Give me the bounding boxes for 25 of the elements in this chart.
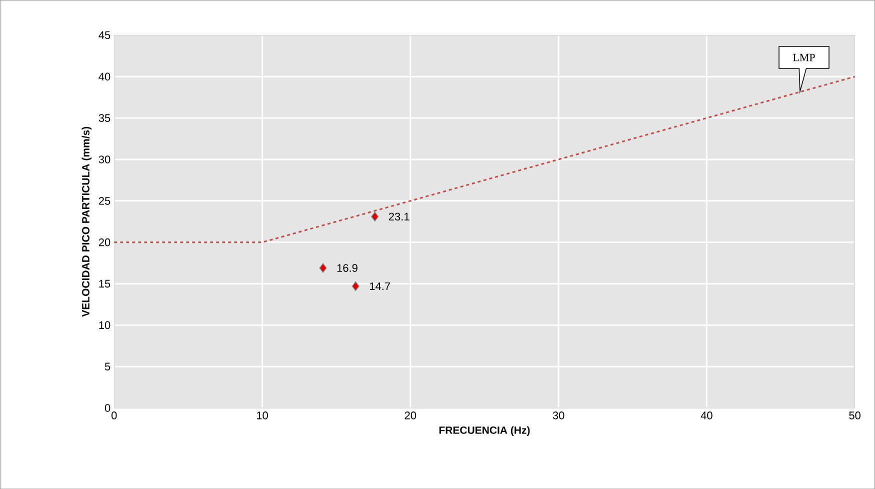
point xyxy=(352,281,360,292)
y-tick-label: 25 xyxy=(98,196,110,205)
y-tick-label: 40 xyxy=(98,72,110,80)
y-tick-label: 20 xyxy=(98,238,110,246)
y-tick-label: 15 xyxy=(99,280,110,288)
y-tick-label: 5 xyxy=(104,362,110,370)
data-label: 14.7 xyxy=(370,282,390,290)
x-tick-label: 50 xyxy=(849,411,860,420)
y-tick-label: 45 xyxy=(98,31,110,39)
data-label: 23.1 xyxy=(388,212,410,220)
x-tick-label: 30 xyxy=(552,411,564,420)
y-tick-label: 0 xyxy=(104,404,110,412)
x-tick-label: 10 xyxy=(257,411,268,420)
x-tick-label: 40 xyxy=(700,411,712,420)
y-tick-label: 30 xyxy=(98,155,110,164)
y-axis-title: VELOCIDAD PICO PARTICULA (mm/s) xyxy=(82,126,92,317)
x-tick-label: 0 xyxy=(112,411,117,420)
point xyxy=(319,263,327,273)
data-label: 16.9 xyxy=(337,264,358,272)
annotation: LMP xyxy=(793,54,815,62)
y-tick-label: 10 xyxy=(99,321,110,329)
x-axis-title: FRECUENCIA (Hz) xyxy=(439,426,530,436)
y-tick-label: 35 xyxy=(98,114,110,122)
x-tick-label: 20 xyxy=(404,411,416,420)
point xyxy=(371,212,379,222)
